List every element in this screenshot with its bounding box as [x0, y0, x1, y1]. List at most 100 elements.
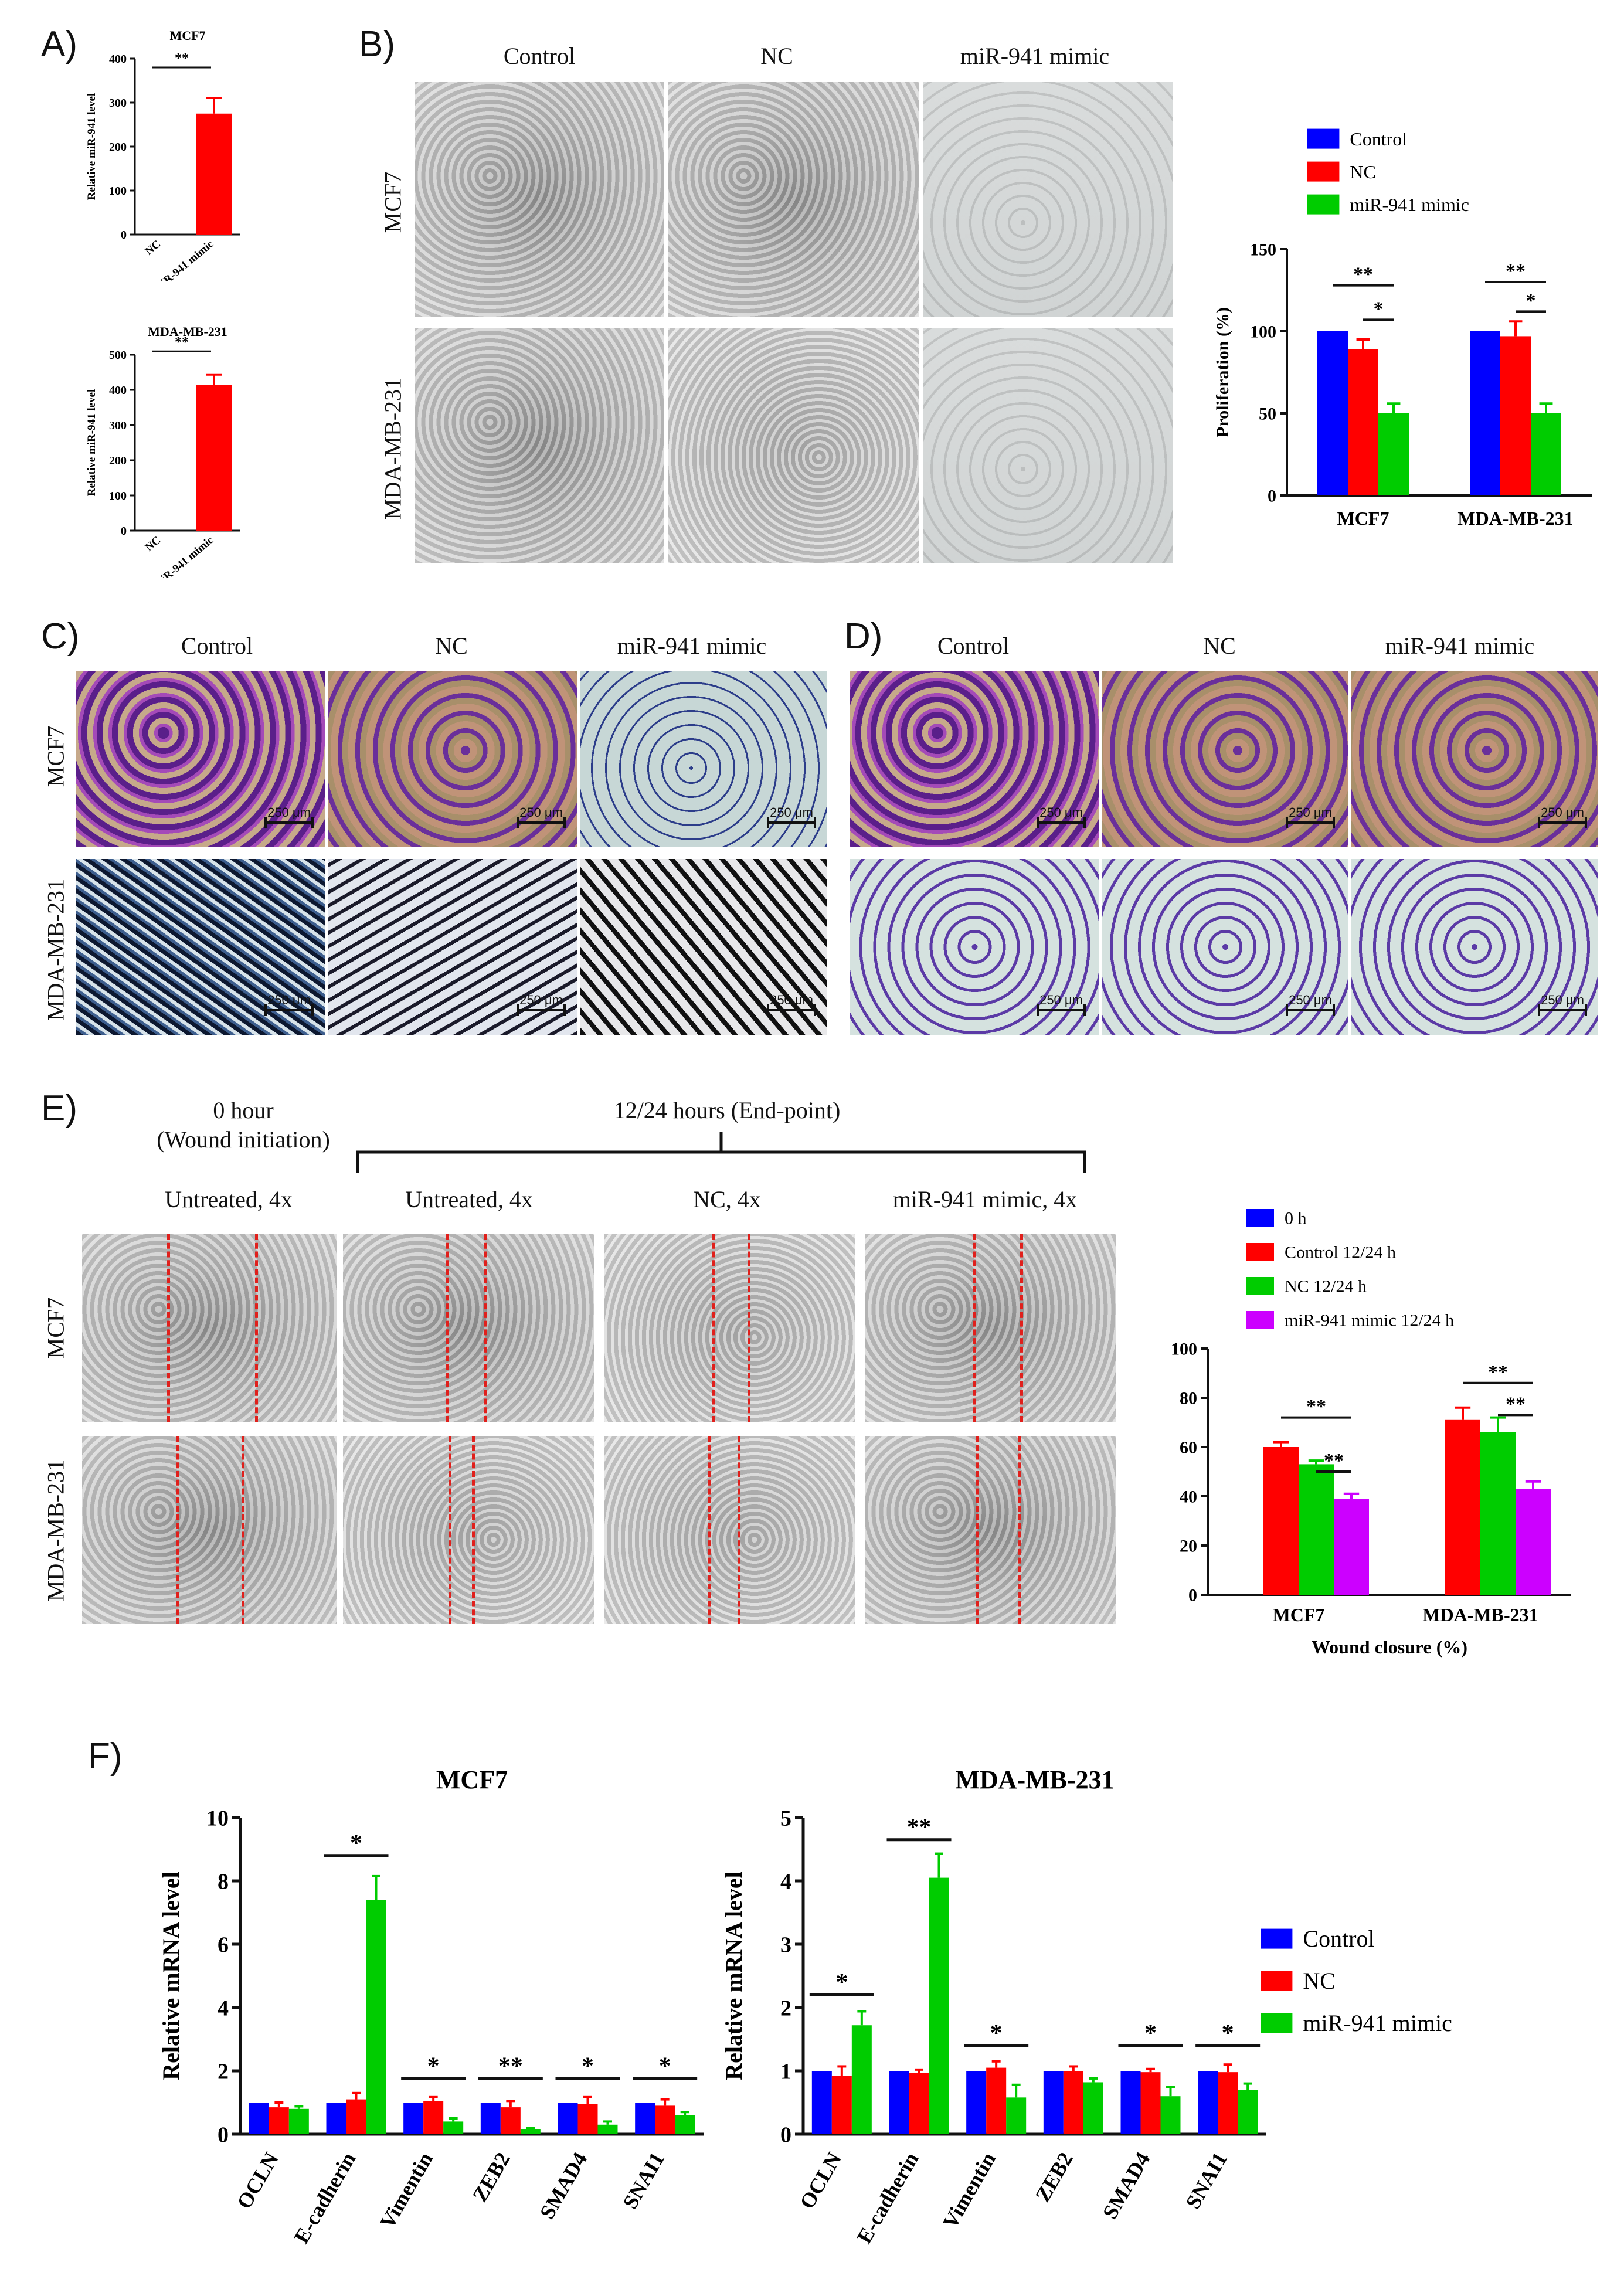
b-row-mda: MDA-MB-231: [379, 377, 406, 520]
bar: [558, 2103, 578, 2134]
bar: [1238, 2090, 1258, 2134]
y-tick-label: 0: [121, 525, 127, 538]
e-time0-line1: 0 hour: [213, 1097, 274, 1123]
scale-bar: 250 μm: [515, 805, 568, 828]
x-tick-label: MCF7: [1273, 1604, 1325, 1625]
legend-entry: NC 12/24 h: [1285, 1277, 1367, 1296]
legend-entry: miR-941 mimic 12/24 h: [1285, 1311, 1454, 1330]
legend-swatch: [1246, 1311, 1274, 1329]
bar: [1160, 2096, 1181, 2134]
panel-label-a: A): [41, 24, 77, 64]
significance-mark: **: [498, 2053, 523, 2080]
d-image-mda-mimic: 250 μm: [1351, 859, 1598, 1035]
b-col-mimic: miR-941 mimic: [960, 43, 1110, 69]
wound-edge-line: [748, 1234, 750, 1422]
y-tick-label: 0: [121, 229, 127, 242]
x-tick-label: SNAI1: [618, 2148, 669, 2213]
scale-bar: 250 μm: [263, 805, 315, 828]
x-tick-label: E-cadherin: [290, 2148, 361, 2247]
y-tick-label: 6: [218, 1932, 229, 1957]
wound-edge-line: [449, 1436, 451, 1624]
y-tick-label: 3: [780, 1932, 791, 1957]
y-tick-label: 50: [1259, 405, 1276, 424]
legend-swatch: [1261, 1971, 1293, 1991]
y-tick-label: 0: [780, 2122, 791, 2147]
significance-mark: **: [1324, 1450, 1344, 1472]
bar: [1480, 1432, 1516, 1595]
scale-bar: 250 μm: [515, 993, 568, 1016]
significance-mark: *: [1526, 290, 1536, 311]
y-tick-label: 400: [109, 384, 127, 397]
bar: [288, 2108, 309, 2134]
y-tick-label: 1: [780, 2059, 791, 2084]
y-tick-label: 150: [1250, 240, 1276, 260]
e-col-nc: NC, 4x: [693, 1186, 761, 1212]
wound-edge-line: [1018, 1436, 1021, 1624]
c-image-mcf7-nc: 250 μm: [328, 671, 577, 847]
e-col-untreated-end: Untreated, 4x: [405, 1186, 533, 1212]
y-tick-label: 100: [1171, 1340, 1197, 1359]
significance-mark: **: [1506, 1393, 1526, 1415]
significance-mark: **: [175, 51, 189, 66]
x-tick-label: NC: [143, 238, 164, 258]
legend-swatch: [1246, 1209, 1274, 1227]
d-image-mcf7-nc: 250 μm: [1102, 671, 1348, 847]
wound-edge-line: [255, 1234, 258, 1422]
bar: [597, 2124, 618, 2134]
legend-swatch: [1307, 161, 1340, 182]
legend-swatch: [1307, 194, 1340, 215]
scale-bar: 250 μm: [1284, 993, 1337, 1016]
e-image-mda-nc: [604, 1436, 855, 1624]
x-tick-label: OCLN: [232, 2148, 283, 2213]
wound-edge-line: [738, 1436, 740, 1624]
significance-mark: **: [175, 335, 189, 350]
significance-mark: **: [907, 1814, 932, 1841]
legend-entry: NC: [1303, 1968, 1336, 1994]
significance-mark: **: [1506, 260, 1526, 282]
bar: [520, 2129, 541, 2134]
legend-entry: NC: [1350, 161, 1375, 182]
bar: [366, 1900, 386, 2134]
wound-edge-line: [484, 1234, 487, 1422]
bar: [326, 2103, 346, 2134]
bar: [1378, 413, 1409, 495]
y-axis-label: Relative miR-941 level: [86, 93, 98, 201]
significance-mark: *: [990, 2020, 1003, 2047]
significance-mark: *: [659, 2053, 671, 2080]
bar: [986, 2067, 1007, 2134]
scale-bar: 250 μm: [1035, 805, 1088, 828]
bar: [1334, 1499, 1369, 1595]
legend-entry: Control 12/24 h: [1285, 1243, 1396, 1262]
chart-title: MCF7: [169, 28, 205, 43]
bar: [1218, 2072, 1238, 2134]
e-col-mimic: miR-941 mimic, 4x: [892, 1186, 1078, 1212]
legend-swatch: [1307, 128, 1340, 149]
e-time-end: 12/24 hours (End-point): [613, 1097, 841, 1123]
bar: [196, 385, 232, 531]
legend-swatch: [1246, 1243, 1274, 1261]
bar: [1198, 2071, 1218, 2134]
wound-edge-line: [446, 1234, 449, 1422]
x-tick-label: miR-941 mimic: [152, 534, 216, 578]
x-tick-label: MCF7: [1337, 508, 1389, 529]
c-image-mda-nc: 250 μm: [328, 859, 577, 1035]
c-image-mda-control: 250 μm: [76, 859, 325, 1035]
e-image-mcf7-nc: [604, 1234, 855, 1422]
y-tick-label: 80: [1180, 1389, 1197, 1408]
panel-label-b: B): [359, 24, 395, 64]
significance-mark: *: [1374, 298, 1384, 320]
bar: [403, 2103, 424, 2134]
e-row-mda: MDA-MB-231: [42, 1459, 69, 1602]
bar: [423, 2101, 444, 2134]
bar: [1006, 2097, 1027, 2134]
bar: [1531, 413, 1561, 495]
y-tick-label: 2: [218, 2059, 229, 2084]
scale-bar: 250 μm: [765, 993, 818, 1016]
legend-swatch: [1261, 1928, 1293, 1949]
bar: [1263, 1447, 1299, 1595]
bar: [1063, 2071, 1083, 2134]
bar: [966, 2071, 987, 2134]
b-image-mcf7-control: [415, 82, 664, 317]
y-tick-label: 100: [109, 490, 127, 502]
e-bracket: [356, 1132, 1086, 1173]
